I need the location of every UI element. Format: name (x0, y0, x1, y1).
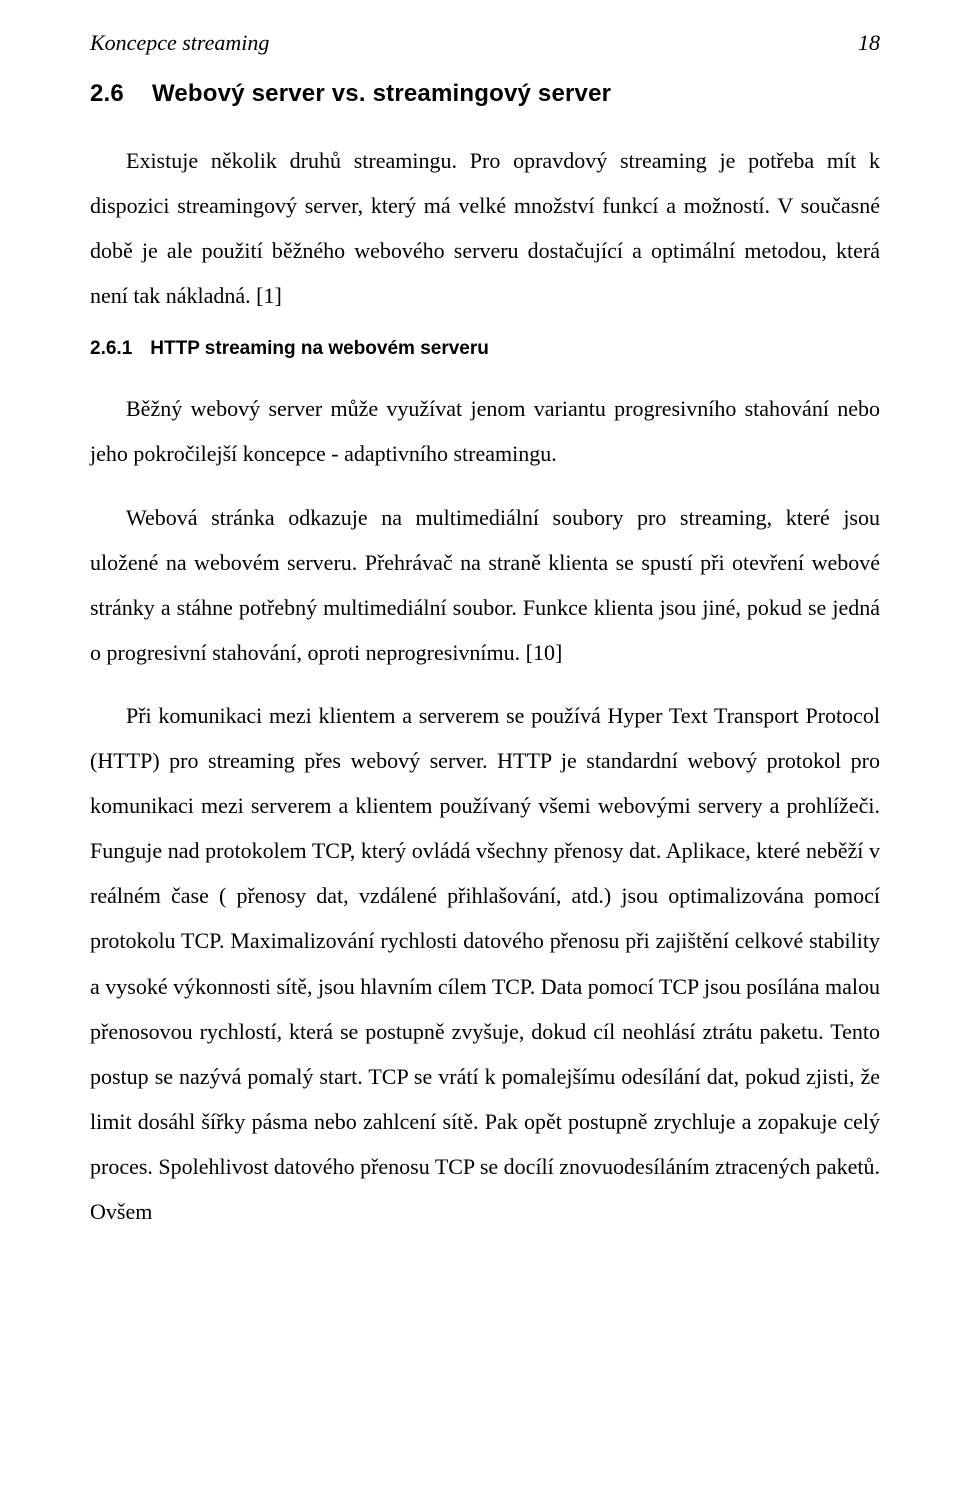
running-header: Koncepce streaming 18 (90, 30, 880, 56)
body-paragraph: Běžný webový server může využívat jenom … (90, 386, 880, 476)
body-paragraph: Existuje několik druhů streamingu. Pro o… (90, 138, 880, 318)
body-paragraph: Webová stránka odkazuje na multimediální… (90, 495, 880, 675)
heading-3-title: HTTP streaming na webovém serveru (150, 338, 489, 359)
heading-2-title: Webový server vs. streamingový server (152, 80, 611, 107)
document-page: Koncepce streaming 18 2.6 Webový server v… (0, 0, 960, 1490)
page-number: 18 (858, 30, 880, 56)
heading-3: 2.6.1 HTTP streaming na webovém serveru (90, 338, 880, 360)
body-paragraph: Při komunikaci mezi klientem a serverem … (90, 693, 880, 1234)
heading-3-number: 2.6.1 (90, 338, 132, 360)
running-title: Koncepce streaming (90, 30, 269, 56)
heading-2-number: 2.6 (90, 80, 124, 108)
heading-2: 2.6 Webový server vs. streamingový server (90, 80, 880, 108)
